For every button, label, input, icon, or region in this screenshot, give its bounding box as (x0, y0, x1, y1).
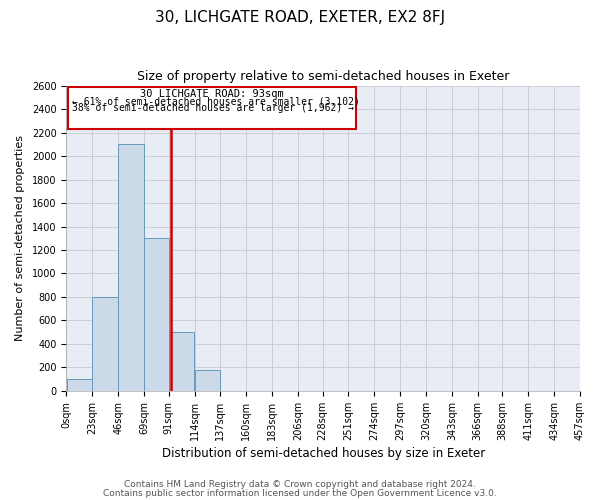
Text: ← 61% of semi-detached houses are smaller (3,102): ← 61% of semi-detached houses are smalle… (72, 96, 360, 106)
Bar (92, 297, 118, 391)
X-axis label: Distribution of semi-detached houses by size in Exeter: Distribution of semi-detached houses by … (161, 447, 485, 460)
Bar (67, 379, 92, 391)
Bar (118, 144, 144, 391)
Bar (169, 332, 194, 391)
Bar (144, 238, 169, 391)
Text: Contains public sector information licensed under the Open Government Licence v3: Contains public sector information licen… (103, 488, 497, 498)
Bar (68, 88, 356, 129)
Text: 38% of semi-detached houses are larger (1,962) →: 38% of semi-detached houses are larger (… (72, 102, 354, 113)
Title: Size of property relative to semi-detached houses in Exeter: Size of property relative to semi-detach… (137, 70, 509, 83)
Text: Contains HM Land Registry data © Crown copyright and database right 2024.: Contains HM Land Registry data © Crown c… (124, 480, 476, 489)
Text: 30 LICHGATE ROAD: 93sqm: 30 LICHGATE ROAD: 93sqm (140, 90, 284, 100)
Y-axis label: Number of semi-detached properties: Number of semi-detached properties (15, 136, 25, 342)
Bar (195, 370, 220, 391)
Text: 30, LICHGATE ROAD, EXETER, EX2 8FJ: 30, LICHGATE ROAD, EXETER, EX2 8FJ (155, 10, 445, 25)
